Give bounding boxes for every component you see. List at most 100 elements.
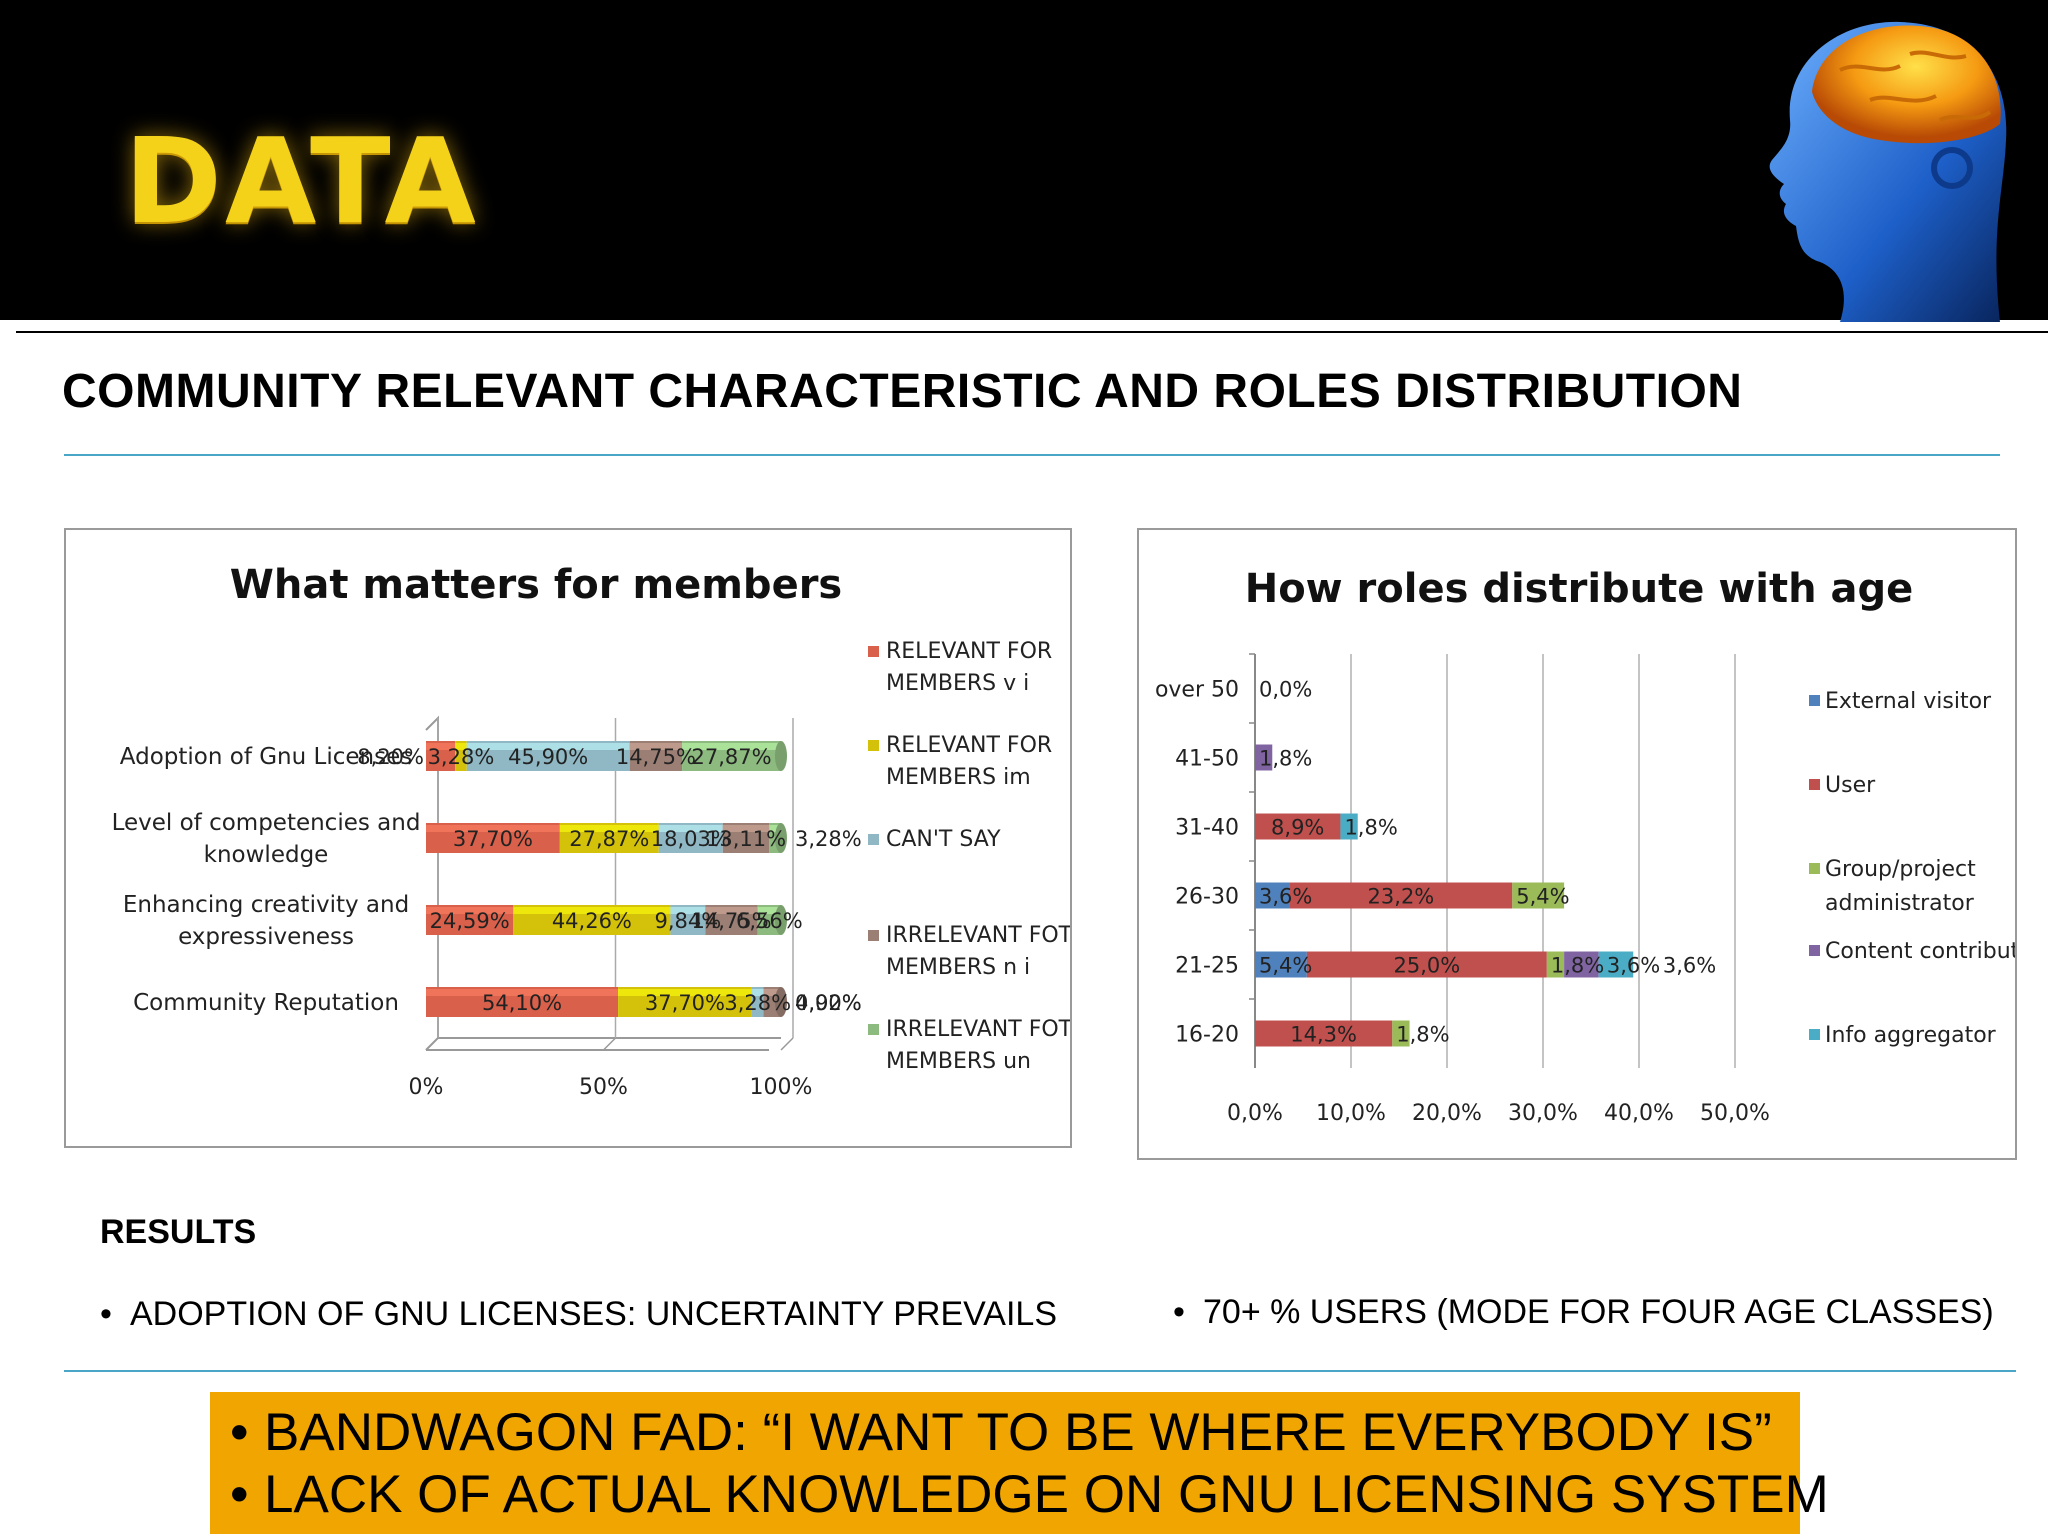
bar-segment (1340, 813, 1358, 840)
category-label: 21-25 (1175, 954, 1239, 979)
bar-highlight (670, 907, 706, 914)
bar-highlight (466, 743, 630, 750)
legend-swatch (868, 1024, 879, 1035)
legend-swatch (868, 930, 879, 941)
slide-title: DATA (124, 112, 479, 250)
data-label: 1,8% (1551, 954, 1604, 978)
callout-box: • BANDWAGON FAD: “I WANT TO BE WHERE EVER… (210, 1392, 1829, 1534)
chart-what-matters-svg: What matters for members 0% 50% 100% Adoptio… (112, 562, 1070, 1100)
data-label: 14,75% (691, 909, 771, 933)
data-label: 4,92% (795, 991, 862, 1015)
legend-label: RELEVANT FOR (886, 733, 1052, 758)
legend-label: MEMBERS un (886, 1049, 1031, 1074)
bar-segment (1255, 813, 1341, 840)
x-tick-label: 20,0% (1412, 1101, 1482, 1126)
data-label: 13,11% (706, 827, 786, 851)
data-label: 37,70% (645, 991, 725, 1015)
data-label: 0,00% (795, 991, 862, 1015)
heading-divider (64, 454, 2000, 456)
bar-segment (455, 741, 467, 771)
data-label: 45,90% (508, 745, 588, 769)
x-tick-label: 100% (750, 1075, 813, 1100)
bar-cap (775, 987, 787, 1017)
legend-label: MEMBERS v i (886, 671, 1029, 696)
bar-highlight (455, 743, 467, 750)
bar-highlight (513, 907, 671, 914)
gridline-floor (602, 1037, 617, 1051)
bar-segment (1598, 951, 1634, 978)
bar-highlight (629, 743, 683, 750)
bar-segment (1255, 744, 1273, 771)
bar-cap (775, 905, 787, 935)
legend-label: IRRELEVANT FOT (886, 923, 1070, 948)
bar-segment (1564, 951, 1599, 978)
data-label: 3,28% (795, 827, 862, 851)
category-label: Community Reputation (133, 990, 399, 1016)
legend-label: MEMBERS n i (886, 955, 1030, 980)
bullet-glyph: • (1173, 1293, 1185, 1331)
section-heading: COMMUNITY RELEVANT CHARACTERISTIC AND RO… (62, 365, 1743, 418)
x-tick-label: 50,0% (1700, 1101, 1770, 1126)
data-label: 8,9% (1271, 816, 1324, 840)
bar-highlight (426, 907, 514, 914)
callout-line: • LACK OF ACTUAL KNOWLEDGE ON GNU LICENSI… (230, 1464, 1829, 1526)
legend-label: IRRELEVANT FOT (886, 1017, 1070, 1042)
data-label: 0,0% (1259, 678, 1312, 702)
brain-head-image (1769, 21, 2007, 322)
data-label: 3,6% (1259, 885, 1312, 909)
bar-segment (1289, 882, 1513, 909)
bar-highlight (682, 743, 781, 750)
bullet-right: • 70+ % USERS (MODE FOR FOUR AGE CLASSES) (1173, 1293, 1994, 1332)
legend-label: User (1825, 773, 1876, 798)
x-tick-label: 0% (409, 1075, 444, 1100)
chart-title: How roles distribute with age (1245, 566, 1914, 612)
legend-label: RELEVANT FOR (886, 639, 1052, 664)
header-bar (0, 0, 2048, 320)
header-divider (16, 331, 2048, 333)
chart-roles-age: How roles distribute with age 0,0% 10,0% 20… (1137, 528, 2017, 1160)
x-tick-label: 40,0% (1604, 1101, 1674, 1126)
gridline-floor (425, 1037, 439, 1051)
bar-segment (1255, 1020, 1393, 1047)
legend-swatch (1809, 863, 1820, 874)
bar-cap (775, 741, 787, 771)
category-label: over 50 (1155, 678, 1239, 703)
data-label: 3,6% (1607, 954, 1660, 978)
category-label: 31-40 (1175, 816, 1239, 841)
bar-segment (1255, 882, 1290, 909)
bar-highlight (751, 989, 764, 996)
data-label: 1,8% (1396, 1023, 1449, 1047)
legend-swatch (868, 646, 879, 657)
bar-highlight (763, 989, 781, 996)
bar-highlight (426, 743, 456, 750)
category-label: expressiveness (178, 924, 354, 950)
data-label: 3,28% (724, 991, 791, 1015)
legend-swatch (1809, 779, 1820, 790)
data-label: 8,20% (357, 745, 424, 769)
legend-label: administrator (1825, 891, 1975, 916)
bar-segment (1306, 951, 1547, 978)
x-tick-label: 50% (579, 1075, 628, 1100)
data-label: 3,28% (428, 745, 495, 769)
data-label: 44,26% (552, 909, 632, 933)
category-label: Enhancing creativity and (123, 892, 409, 918)
category-label: 41-50 (1175, 747, 1239, 772)
bar-highlight (559, 825, 659, 832)
data-label: 6,56% (736, 909, 803, 933)
category-label: Level of competencies and (112, 810, 421, 836)
legend-swatch (1809, 1029, 1820, 1040)
bar-segment (751, 987, 764, 1017)
callout-line: • BANDWAGON FAD: “I WANT TO BE WHERE EVER… (230, 1402, 1800, 1464)
legend-label: MEMBERS im (886, 765, 1031, 790)
results-heading: RESULTS (100, 1213, 257, 1251)
legend-label: External visitor (1825, 689, 1992, 714)
bullet-glyph: • (230, 1403, 249, 1462)
x-tick-label: 30,0% (1508, 1101, 1578, 1126)
chart-title: What matters for members (230, 562, 842, 608)
bar-highlight (658, 825, 723, 832)
data-label: 14,75% (616, 745, 696, 769)
bar-cap (774, 823, 787, 853)
data-label: 1,8% (1344, 816, 1397, 840)
category-label: Adoption of Gnu Licenses (120, 744, 412, 770)
data-label: 54,10% (482, 991, 562, 1015)
